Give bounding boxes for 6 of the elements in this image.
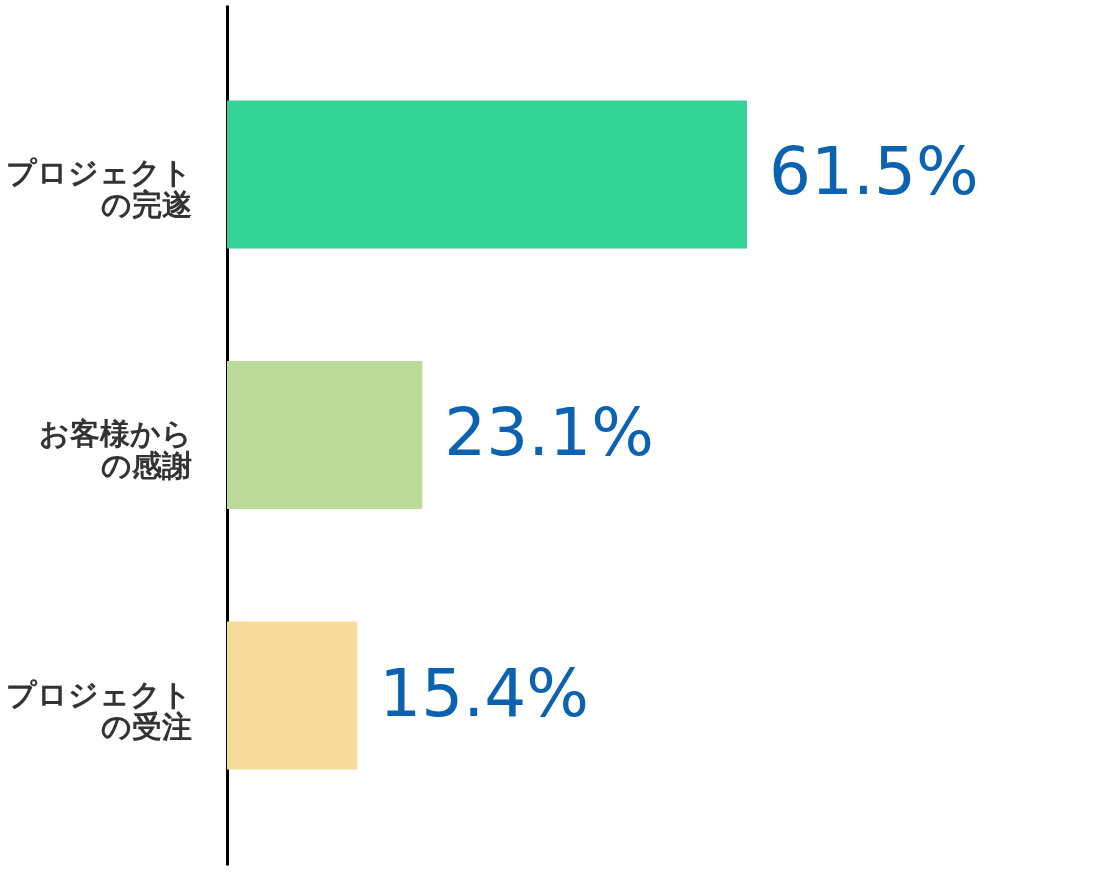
y-tick-label: お客様からの感謝 [38,416,192,483]
y-tick-label: プロジェクトの受注 [5,676,192,744]
data-label: 15.4% [379,654,589,732]
data-label: 61.5% [769,133,979,211]
y-tick-label: プロジェクトの完遂 [5,155,192,223]
data-label: 23.1% [444,394,654,471]
